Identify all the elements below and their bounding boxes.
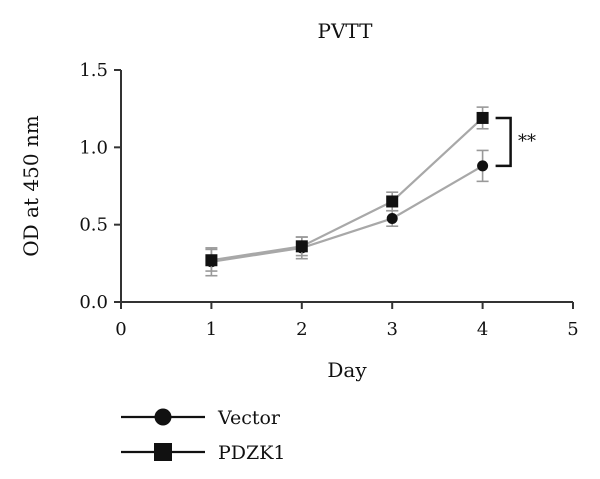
y-axis-label: OD at 450 nm: [19, 115, 43, 257]
legend-label: PDZK1: [218, 442, 286, 464]
legend-item-vector: Vector: [121, 407, 281, 429]
data-point: [205, 254, 218, 267]
y-tick-label: 1.0: [79, 137, 108, 158]
axes: 0 1 2 3 4 5 0.0 0.5 1.0 1.5: [79, 60, 578, 340]
significance-stars: **: [518, 131, 536, 152]
series-line: [211, 164, 484, 263]
series-line: [211, 117, 484, 262]
data-point: [386, 195, 399, 208]
data-point: [386, 212, 398, 224]
significance-bracket: [495, 116, 512, 168]
x-tick-label: 1: [206, 319, 217, 340]
x-tick-label: 4: [477, 319, 488, 340]
y-tick-label: 1.5: [79, 60, 108, 81]
significance-annotation: **: [495, 116, 536, 168]
legend-marker: [154, 408, 172, 426]
x-axis-label: Day: [327, 358, 367, 382]
series-vector: [205, 149, 489, 277]
legend-item-pdzk1: PDZK1: [121, 442, 286, 464]
series-pdzk1: [205, 106, 489, 272]
x-tick-label: 0: [115, 319, 126, 340]
x-tick-label: 2: [296, 319, 307, 340]
data-point: [477, 160, 489, 172]
y-tick-label: 0.0: [79, 292, 108, 313]
legend: Vector PDZK1: [121, 407, 286, 464]
data-point: [476, 111, 489, 124]
chart-title: PVTT: [318, 19, 374, 43]
y-tick-label: 0.5: [79, 215, 108, 236]
legend-label: Vector: [217, 407, 281, 429]
legend-marker: [154, 443, 172, 461]
series-layer: [205, 106, 489, 277]
data-point: [295, 240, 308, 253]
x-tick-label: 3: [386, 319, 397, 340]
x-tick-label: 5: [567, 319, 578, 340]
